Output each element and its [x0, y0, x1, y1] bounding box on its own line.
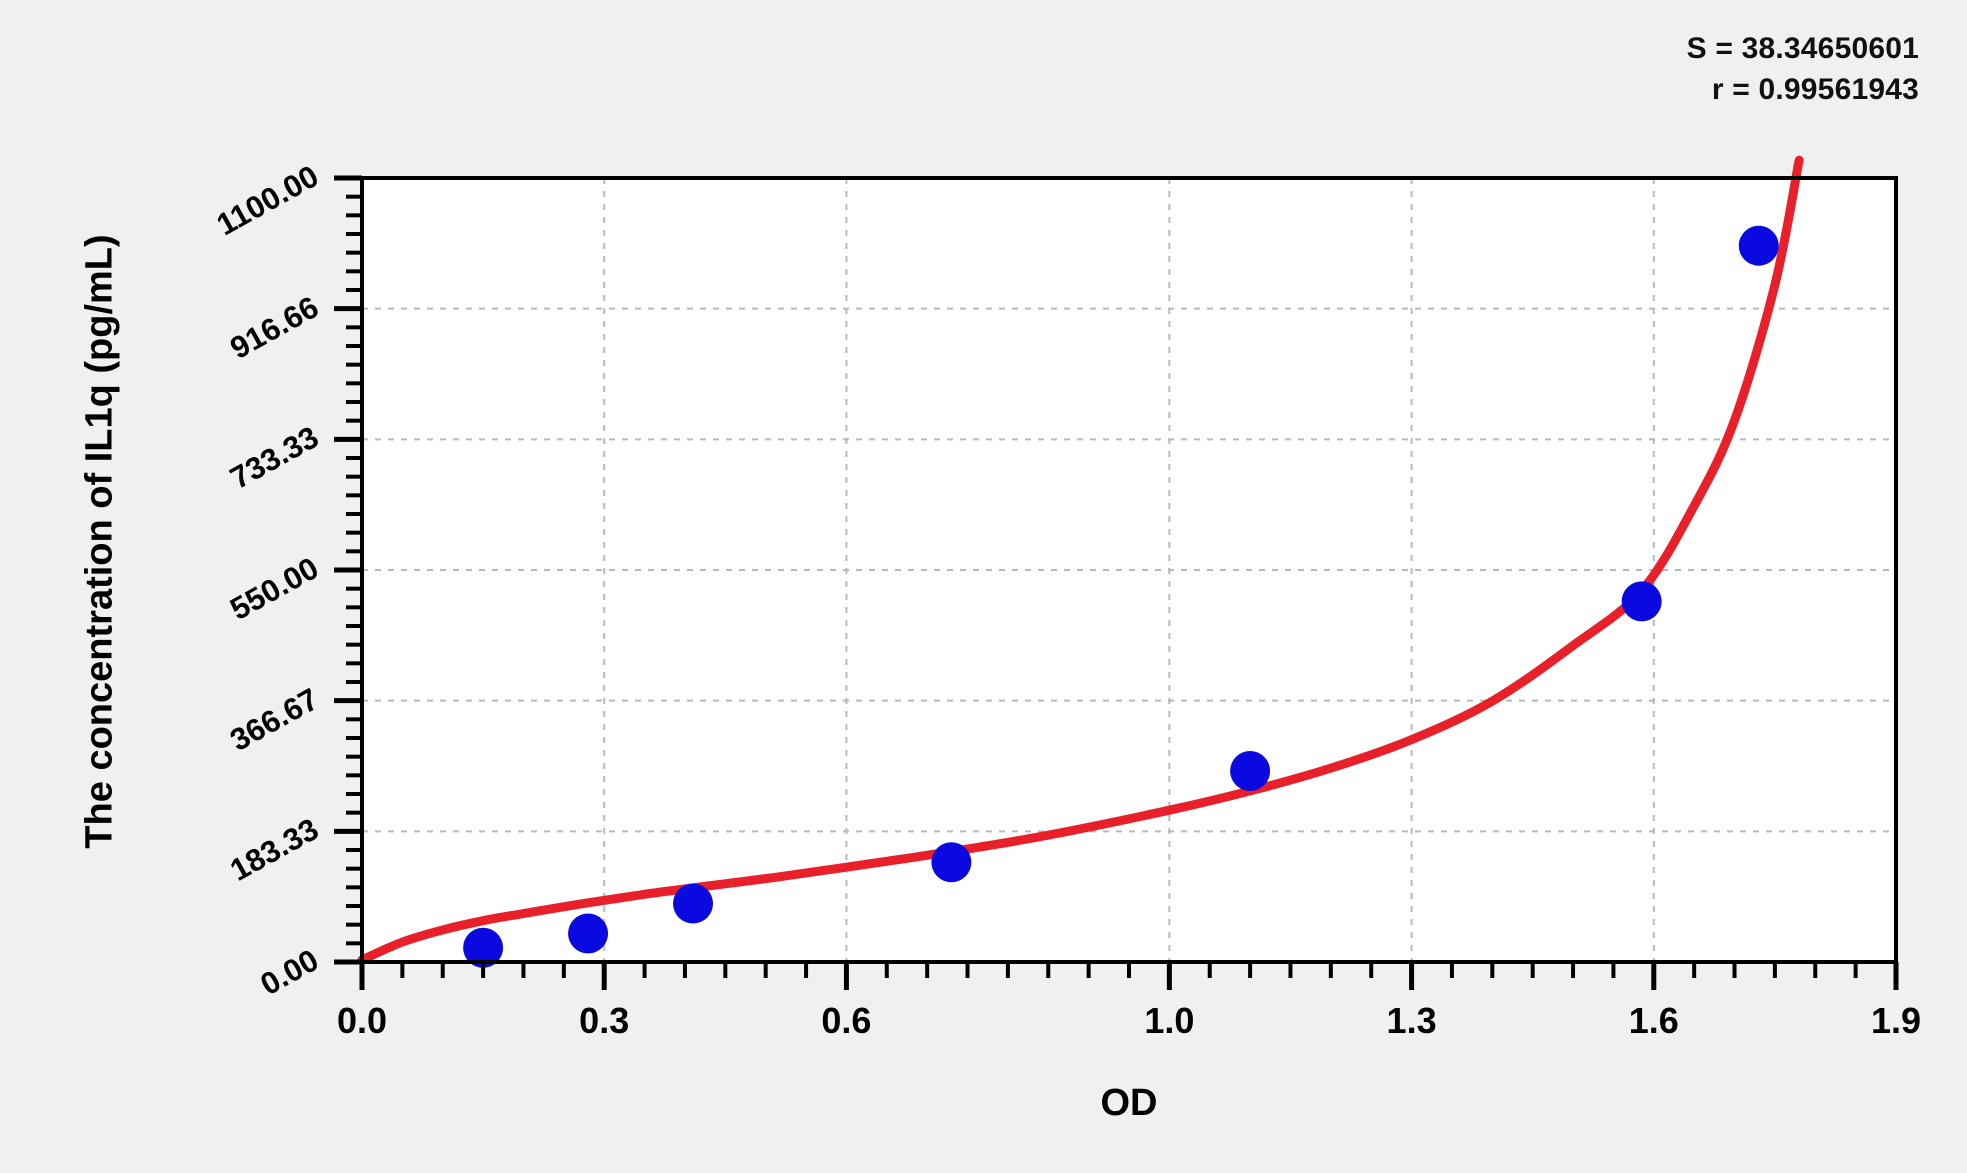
axis-ticks: [334, 175, 1899, 990]
fit-statistics: S = 38.34650601 r = 0.99561943: [1687, 28, 1919, 111]
x-axis-title: OD: [1100, 1082, 1158, 1124]
x-axis-tick-label: 1.9: [1870, 1000, 1922, 1041]
x-axis-tick-label: 0.3: [579, 1000, 630, 1041]
x-axis-tick-label: 1.3: [1386, 1000, 1437, 1041]
x-axis-tick-label: 0.0: [336, 1000, 388, 1041]
x-axis-tick-label: 0.6: [821, 1000, 872, 1041]
x-axis-tick-label: 1.0: [1144, 1000, 1195, 1041]
regression-curve: [357, 155, 1804, 965]
statistic-s: S = 38.34650601: [1686, 32, 1919, 65]
x-axis-tick-label: 1.6: [1628, 1000, 1679, 1041]
data-points: [463, 225, 1779, 968]
statistic-r: r = 0.99561943: [1711, 73, 1919, 107]
